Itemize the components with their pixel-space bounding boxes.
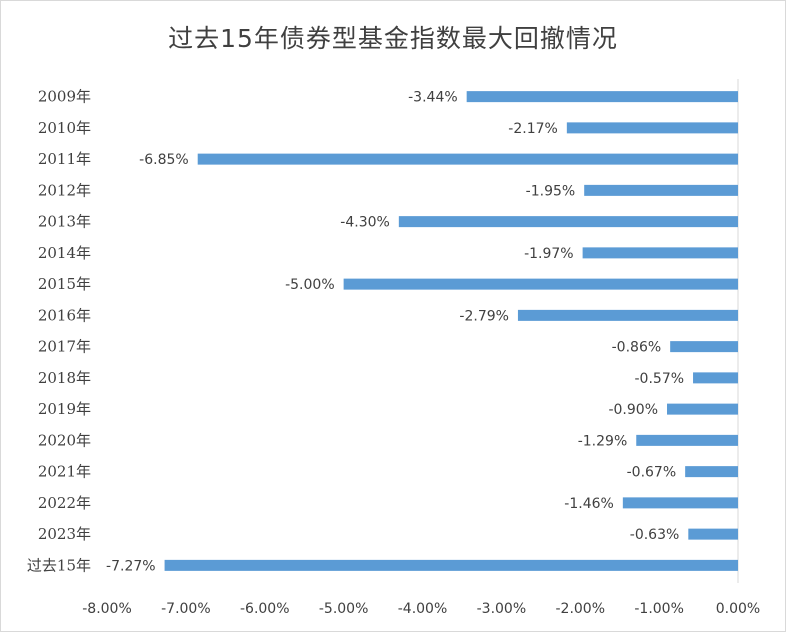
data-label: -0.57% <box>635 371 685 387</box>
category-label: 2018年 <box>38 369 91 387</box>
bar <box>693 372 738 384</box>
category-label: 2022年 <box>38 494 91 512</box>
category-label: 2013年 <box>38 213 91 231</box>
data-label: -0.90% <box>608 402 658 418</box>
bar <box>688 528 738 540</box>
data-label: -0.67% <box>627 465 677 481</box>
bar <box>622 497 738 509</box>
bar <box>343 278 738 290</box>
bar <box>398 216 738 228</box>
bar <box>582 247 738 259</box>
x-tick-label: -7.00% <box>161 601 211 617</box>
bar <box>584 184 738 196</box>
category-label: 2011年 <box>38 150 91 168</box>
category-label: 2016年 <box>38 306 91 324</box>
data-label: -1.97% <box>524 246 574 262</box>
category-label: 2023年 <box>38 525 91 543</box>
category-label: 2009年 <box>38 88 91 106</box>
x-tick-label: -8.00% <box>82 601 132 617</box>
category-label: 过去15年 <box>27 556 91 574</box>
data-label: -1.95% <box>526 183 576 199</box>
x-tick-label: -4.00% <box>398 601 448 617</box>
data-label: -6.85% <box>139 152 189 168</box>
bar <box>466 91 738 103</box>
data-label: -1.46% <box>564 496 614 512</box>
category-label: 2021年 <box>38 463 91 481</box>
chart-title: 过去15年债券型基金指数最大回撤情况 <box>168 24 618 53</box>
bar <box>667 403 738 415</box>
x-tick-label: 0.00% <box>716 601 760 617</box>
data-label: -4.30% <box>340 215 390 231</box>
x-tick-label: -1.00% <box>634 601 684 617</box>
category-label: 2015年 <box>38 275 91 293</box>
x-tick-label: -5.00% <box>319 601 369 617</box>
bar <box>517 309 738 321</box>
data-label: -5.00% <box>285 277 335 293</box>
bar <box>197 153 739 165</box>
bar <box>685 466 738 478</box>
x-tick-label: -3.00% <box>477 601 527 617</box>
bar <box>670 341 738 353</box>
x-tick-label: -2.00% <box>555 601 605 617</box>
category-label: 2012年 <box>38 181 91 199</box>
category-label: 2017年 <box>38 338 91 356</box>
data-label: -0.86% <box>612 340 662 356</box>
category-label: 2019年 <box>38 400 91 418</box>
bar <box>164 559 739 571</box>
data-label: -2.17% <box>508 121 558 137</box>
category-label: 2014年 <box>38 244 91 262</box>
bar <box>566 122 738 134</box>
data-label: -0.63% <box>630 527 680 543</box>
category-label: 2020年 <box>38 431 91 449</box>
bar <box>636 434 738 446</box>
data-label: -7.27% <box>106 558 156 574</box>
category-label: 2010年 <box>38 119 91 137</box>
data-label: -2.79% <box>459 308 509 324</box>
data-label: -1.29% <box>578 433 628 449</box>
data-label: -3.44% <box>408 90 458 106</box>
x-tick-label: -6.00% <box>240 601 290 617</box>
